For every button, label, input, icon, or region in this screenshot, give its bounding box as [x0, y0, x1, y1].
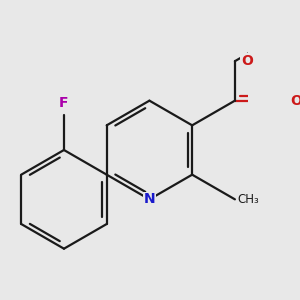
Text: F: F	[59, 95, 69, 110]
Text: O: O	[290, 94, 300, 108]
Text: N: N	[144, 192, 155, 206]
Text: O: O	[241, 54, 253, 68]
Text: CH₃: CH₃	[237, 193, 259, 206]
